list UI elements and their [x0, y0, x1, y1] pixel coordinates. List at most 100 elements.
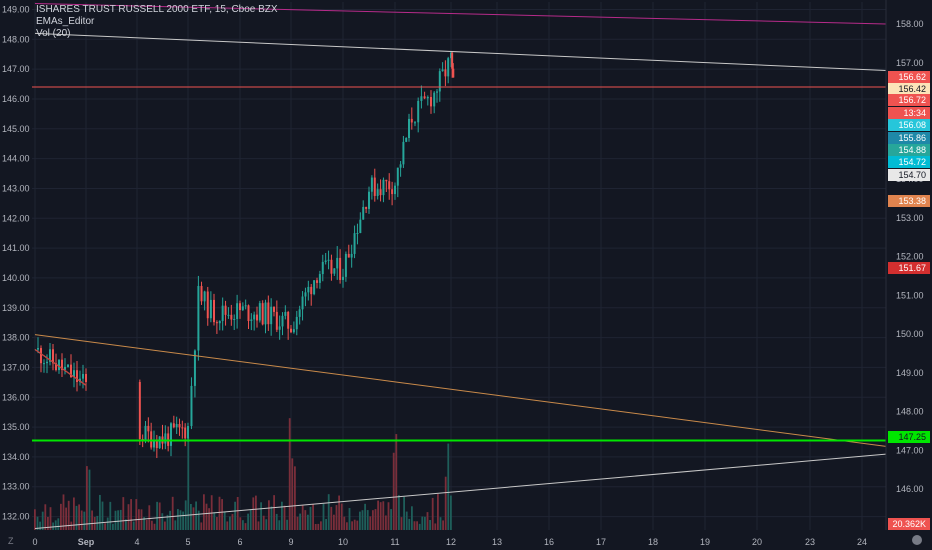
- candle-body: [438, 71, 441, 92]
- symbol-title[interactable]: ISHARES TRUST RUSSELL 2000 ETF, 15, Cboe…: [36, 4, 278, 15]
- left-axis-tick: 137.00: [2, 362, 30, 372]
- candle-body: [433, 92, 436, 107]
- price-label-text: 154.70: [898, 170, 926, 180]
- volume-bar: [249, 509, 252, 530]
- volume-bar: [390, 509, 392, 530]
- volume-bar: [307, 514, 309, 530]
- volume-bar: [119, 509, 122, 530]
- timezone-icon[interactable]: Z: [8, 536, 14, 546]
- volume-bar: [101, 501, 104, 530]
- x-axis-tick: 0: [32, 537, 37, 547]
- volume-bar: [257, 521, 260, 530]
- right-axis-tick: 152.00: [896, 252, 924, 262]
- candle-body: [430, 97, 432, 107]
- indicator-volume[interactable]: Vol (20): [36, 28, 71, 39]
- volume-bar: [106, 517, 109, 530]
- indicator-emas[interactable]: EMAs_Editor: [36, 16, 95, 27]
- volume-bar: [447, 443, 450, 530]
- volume-bar: [286, 519, 288, 530]
- price-label: [888, 431, 930, 443]
- x-axis-tick: 13: [492, 537, 502, 547]
- candle-body: [356, 232, 359, 234]
- x-axis-tick: Sep: [78, 537, 95, 547]
- candle-body: [215, 322, 218, 324]
- volume-bar: [78, 504, 80, 530]
- candle-body: [336, 257, 339, 269]
- candle-body: [330, 259, 333, 274]
- volume-bar: [426, 512, 429, 530]
- volume-bar: [156, 501, 158, 530]
- volume-bar: [260, 502, 262, 530]
- left-axis-tick: 133.00: [2, 482, 30, 492]
- volume-bar: [187, 437, 190, 530]
- trend-line: [34, 453, 887, 530]
- volume-bar: [151, 520, 153, 530]
- candle-body: [241, 306, 244, 311]
- volume-bar: [223, 511, 226, 530]
- candle-body: [362, 206, 365, 220]
- volume-bar: [314, 523, 317, 530]
- price-label: [888, 94, 930, 106]
- volume-bar: [343, 516, 346, 530]
- candle-body: [313, 280, 316, 295]
- price-label: [888, 144, 930, 156]
- candle-body: [344, 253, 347, 277]
- volume-bar: [200, 522, 203, 530]
- price-label: [888, 119, 930, 131]
- candle-body: [67, 364, 69, 367]
- volume-bar: [309, 506, 312, 530]
- volume-bar: [114, 510, 117, 530]
- candle-body: [347, 253, 350, 258]
- candle-body: [150, 431, 153, 448]
- volume-bar: [359, 511, 361, 530]
- volume-bar: [270, 506, 273, 530]
- volume-bar: [57, 518, 60, 530]
- volume-bar: [265, 519, 268, 530]
- volume-bar: [408, 518, 411, 530]
- volume-bar: [281, 501, 283, 530]
- volume-bar: [239, 517, 242, 530]
- volume-bar: [366, 510, 369, 530]
- volume-bar: [424, 516, 426, 530]
- candle-body: [287, 311, 290, 329]
- right-axis-tick: 147.00: [896, 445, 924, 455]
- volume-bar: [247, 513, 249, 530]
- candle-body: [258, 303, 261, 321]
- candle-body: [304, 292, 307, 297]
- volume-bar: [174, 520, 177, 530]
- volume-bar: [278, 520, 281, 530]
- candle-body: [290, 328, 292, 333]
- volume-bar: [112, 523, 114, 530]
- left-axis-tick: 132.00: [2, 512, 30, 522]
- price-label-text: 147.25: [898, 432, 926, 442]
- price-label-text: 155.86: [898, 133, 926, 143]
- volume-bar: [395, 434, 398, 530]
- volume-bar: [325, 518, 327, 530]
- volume-bar: [421, 516, 424, 530]
- volume-bar: [153, 523, 156, 530]
- price-label-text: 20.362K: [892, 519, 926, 529]
- volume-bar: [67, 500, 70, 530]
- x-axis-tick: 23: [805, 537, 815, 547]
- candle-body: [178, 423, 181, 428]
- volume-bar: [437, 494, 439, 530]
- x-axis-tick: 19: [700, 537, 710, 547]
- volume-bar: [364, 503, 366, 530]
- volume-bar: [80, 510, 83, 530]
- price-label: [888, 71, 930, 83]
- volume-bar: [333, 514, 335, 530]
- candle-body: [138, 382, 141, 440]
- moon-icon[interactable]: [912, 535, 922, 545]
- volume-bar: [109, 501, 112, 530]
- volume-bar: [244, 523, 247, 530]
- candle-body: [444, 69, 447, 77]
- left-axis-tick: 149.00: [2, 4, 30, 14]
- candle-body: [382, 179, 385, 196]
- volume-bar: [322, 503, 325, 530]
- price-label: [888, 132, 930, 144]
- volume-bar: [416, 521, 418, 530]
- candle-body: [184, 427, 187, 439]
- volume-bar: [177, 509, 179, 530]
- candle-body: [365, 206, 368, 209]
